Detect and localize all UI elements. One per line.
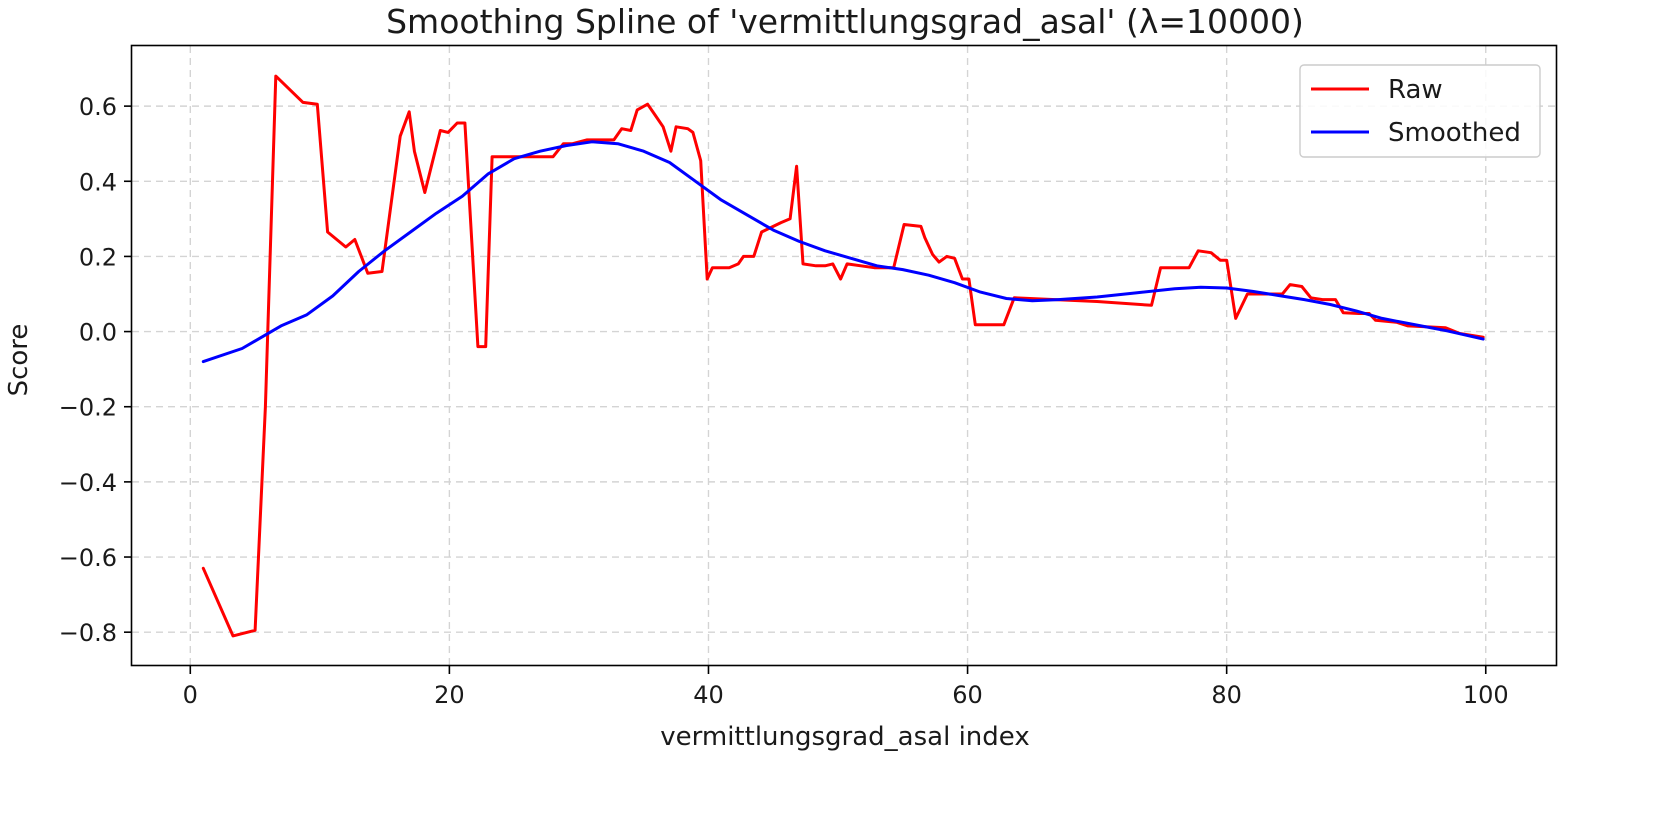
x-axis-label: vermittlungsgrad_asal index <box>660 722 1029 752</box>
y-axis-ticks: −0.8 −0.6 −0.4 −0.2 0.0 0.2 0.4 0.6 <box>59 93 132 647</box>
chart-title: Smoothing Spline of 'vermittlungsgrad_as… <box>386 2 1304 41</box>
y-tick-label: 0.6 <box>79 93 117 121</box>
y-tick-label: 0.4 <box>79 168 117 196</box>
legend-label-smoothed: Smoothed <box>1388 118 1521 148</box>
legend-label-raw: Raw <box>1388 75 1443 105</box>
y-tick-label: 0.0 <box>79 319 117 347</box>
y-tick-label: 0.2 <box>79 243 117 271</box>
plot-frame <box>130 44 1558 667</box>
series-lines <box>201 74 1485 638</box>
series-line-raw <box>201 74 1485 638</box>
series-line-smoothed <box>201 140 1485 364</box>
y-tick-label: −0.4 <box>59 469 117 497</box>
x-tick-label: 100 <box>1463 681 1509 709</box>
x-axis-ticks: 0 20 40 60 80 100 <box>183 666 1509 709</box>
x-tick-label: 40 <box>693 681 724 709</box>
y-tick-label: −0.8 <box>59 619 117 647</box>
legend: Raw Smoothed <box>1299 64 1541 158</box>
y-axis-label: Score <box>4 324 34 397</box>
x-tick-label: 80 <box>1211 681 1242 709</box>
x-tick-label: 20 <box>434 681 465 709</box>
y-tick-label: −0.2 <box>59 394 117 422</box>
x-tick-label: 60 <box>952 681 983 709</box>
x-tick-label: 0 <box>183 681 198 709</box>
y-tick-label: −0.6 <box>59 544 117 572</box>
